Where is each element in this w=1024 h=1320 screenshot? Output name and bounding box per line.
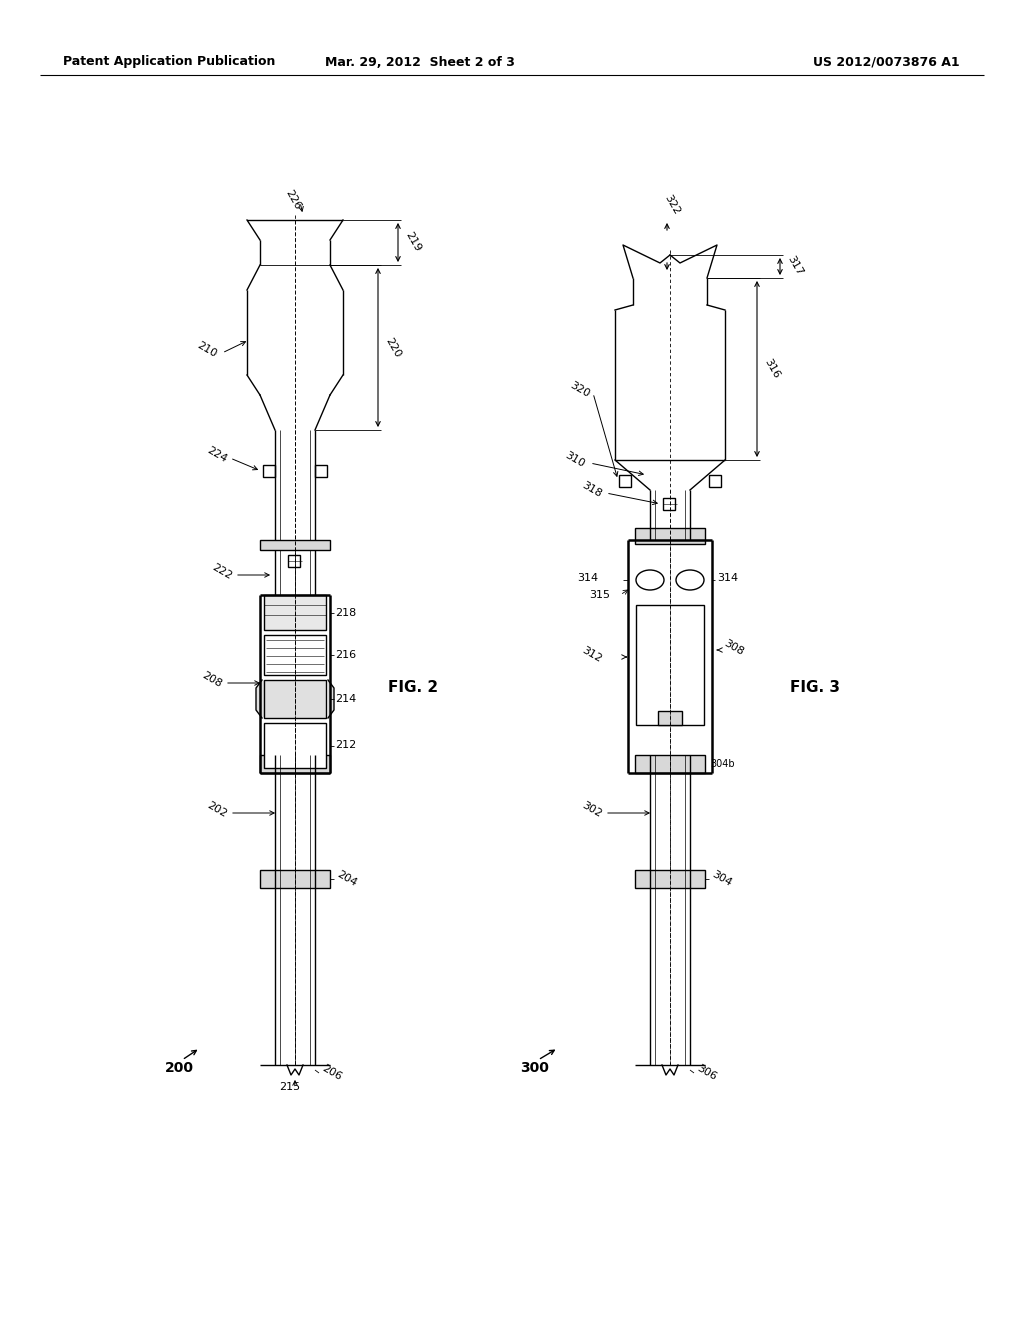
Text: 219: 219 (403, 230, 422, 253)
Text: 202: 202 (205, 800, 228, 820)
Text: Mar. 29, 2012  Sheet 2 of 3: Mar. 29, 2012 Sheet 2 of 3 (325, 55, 515, 69)
Text: 315: 315 (589, 590, 610, 601)
Bar (635, 870, 705, 888)
Text: 308: 308 (722, 639, 745, 657)
Text: FIG. 2: FIG. 2 (388, 681, 438, 696)
Bar (315, 465, 327, 477)
Text: US 2012/0073876 A1: US 2012/0073876 A1 (813, 55, 961, 69)
Bar (264, 595, 326, 630)
Text: 304b: 304b (710, 759, 734, 770)
Text: 322: 322 (662, 193, 681, 216)
Ellipse shape (676, 570, 705, 590)
Text: 208: 208 (200, 671, 223, 689)
Bar (260, 540, 330, 550)
Text: 304: 304 (710, 870, 733, 888)
Text: 312: 312 (580, 645, 603, 664)
Text: 200: 200 (165, 1061, 194, 1074)
Bar (635, 755, 705, 774)
Bar (709, 475, 721, 487)
Ellipse shape (636, 570, 664, 590)
Text: 317: 317 (785, 255, 804, 277)
Text: 204: 204 (335, 870, 358, 888)
Text: 318: 318 (580, 480, 603, 499)
Text: 314: 314 (577, 573, 598, 583)
Text: 222: 222 (210, 562, 233, 582)
Text: FIG. 3: FIG. 3 (790, 681, 840, 696)
Bar (264, 680, 326, 718)
Text: 212: 212 (335, 741, 356, 751)
Bar (260, 755, 330, 774)
Text: 316: 316 (762, 358, 781, 380)
Bar (264, 635, 326, 675)
Text: 306: 306 (695, 1064, 718, 1082)
Bar (264, 723, 326, 768)
Text: 226: 226 (283, 189, 302, 211)
Polygon shape (256, 680, 334, 718)
Text: 310: 310 (563, 450, 586, 470)
Bar (263, 465, 275, 477)
Text: 206: 206 (319, 1064, 343, 1082)
Bar (663, 498, 675, 510)
Text: Patent Application Publication: Patent Application Publication (63, 55, 275, 69)
Bar (658, 711, 682, 725)
Text: 302: 302 (580, 800, 603, 820)
Bar (636, 605, 705, 725)
Text: 216: 216 (335, 649, 356, 660)
Text: 224: 224 (205, 445, 228, 465)
Text: 220: 220 (383, 337, 402, 360)
Bar (618, 475, 631, 487)
Text: 214: 214 (335, 694, 356, 704)
Text: 314: 314 (717, 573, 738, 583)
Bar (288, 554, 300, 568)
Text: 215: 215 (280, 1082, 301, 1092)
Text: 210: 210 (195, 341, 218, 359)
Bar (635, 528, 705, 544)
Bar (260, 870, 330, 888)
Text: 218: 218 (335, 607, 356, 618)
Text: 300: 300 (520, 1061, 549, 1074)
Text: 320: 320 (568, 380, 591, 400)
